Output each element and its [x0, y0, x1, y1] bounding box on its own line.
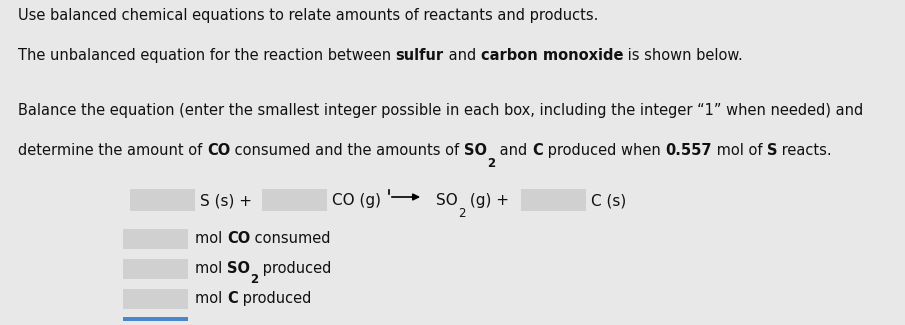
Text: and: and	[443, 48, 481, 63]
Text: reacts.: reacts.	[777, 143, 832, 158]
Text: The unbalanced equation for the reaction between: The unbalanced equation for the reaction…	[18, 48, 395, 63]
Text: SO: SO	[227, 261, 250, 276]
Text: produced: produced	[238, 291, 311, 306]
Bar	[262, 189, 327, 211]
Text: mol: mol	[195, 231, 227, 246]
Text: consumed: consumed	[250, 231, 330, 246]
Text: 0.557: 0.557	[665, 143, 711, 158]
Bar	[122, 229, 187, 249]
Text: determine the amount of: determine the amount of	[18, 143, 207, 158]
Text: Balance the equation (enter the smallest integer possible in each box, including: Balance the equation (enter the smallest…	[18, 103, 863, 118]
Text: carbon monoxide: carbon monoxide	[481, 48, 624, 63]
Text: consumed and the amounts of: consumed and the amounts of	[230, 143, 464, 158]
Text: and: and	[495, 143, 532, 158]
Text: mol: mol	[195, 291, 227, 306]
Text: 2: 2	[487, 157, 495, 170]
Text: S (s) +: S (s) +	[200, 193, 252, 208]
Text: produced: produced	[258, 261, 331, 276]
Text: C (s): C (s)	[591, 193, 626, 208]
Text: Use balanced chemical equations to relate amounts of reactants and products.: Use balanced chemical equations to relat…	[18, 8, 598, 23]
Bar	[130, 189, 195, 211]
Text: C: C	[227, 291, 238, 306]
Text: mol of: mol of	[711, 143, 767, 158]
Text: (g) +: (g) +	[465, 193, 510, 208]
Text: 2: 2	[250, 273, 258, 286]
Text: CO (g): CO (g)	[332, 193, 381, 208]
Text: mol: mol	[195, 261, 227, 276]
Text: CO: CO	[227, 231, 250, 246]
Text: 2: 2	[458, 207, 465, 220]
Text: SO: SO	[464, 143, 487, 158]
Bar	[122, 289, 187, 309]
Text: S: S	[767, 143, 777, 158]
Bar	[521, 189, 586, 211]
Text: is shown below.: is shown below.	[624, 48, 743, 63]
Text: CO: CO	[207, 143, 230, 158]
Text: sulfur: sulfur	[395, 48, 443, 63]
Text: C: C	[532, 143, 543, 158]
Bar	[122, 317, 187, 321]
Text: SO: SO	[436, 193, 458, 208]
Bar	[122, 259, 187, 279]
Text: produced when: produced when	[543, 143, 665, 158]
